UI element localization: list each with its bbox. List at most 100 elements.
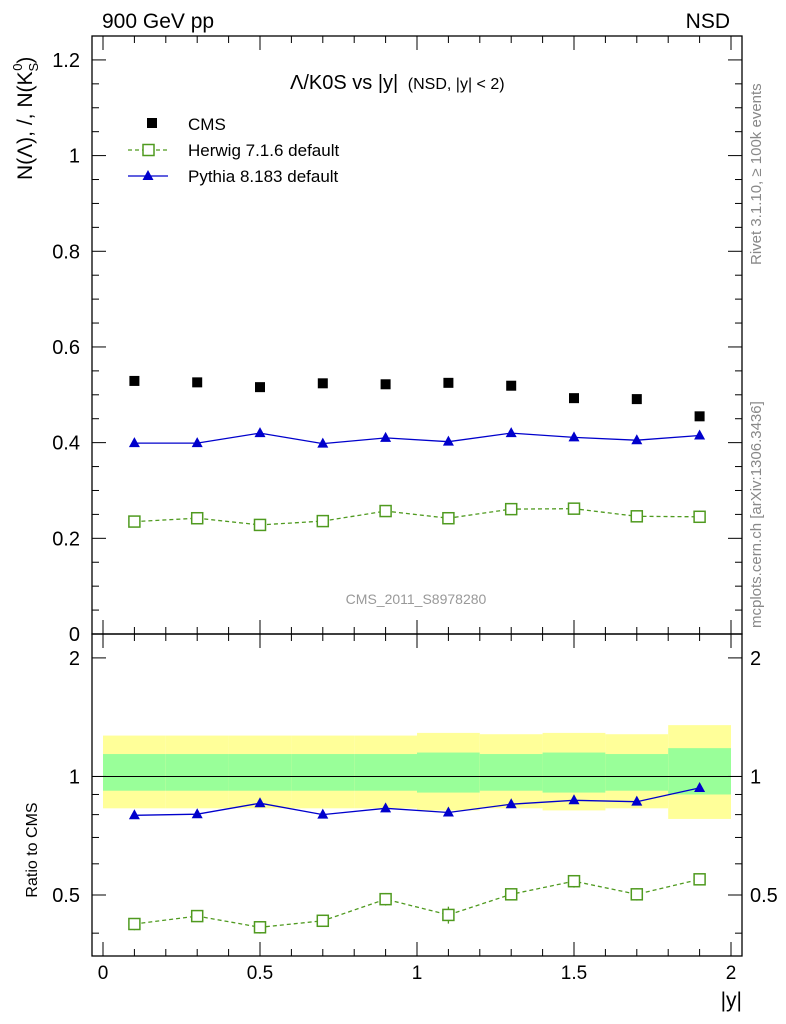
pythia-point xyxy=(694,429,706,440)
ratio-band-stat xyxy=(165,754,229,791)
ratio-band-stat xyxy=(228,754,292,791)
x-tick-label: 2 xyxy=(726,963,737,984)
pythia-ratio-point xyxy=(380,802,392,813)
pythia-ratio-point xyxy=(442,806,454,817)
y-tick-label: 0.2 xyxy=(52,528,80,550)
y-tick-label: 0.4 xyxy=(52,433,80,455)
legend-pythia-marker xyxy=(142,170,154,180)
herwig-line xyxy=(134,508,700,526)
mcplots-label: mcplots.cern.ch [arXiv:1306.3436] xyxy=(748,401,765,628)
herwig-point xyxy=(190,511,204,525)
pythia-ratio-point xyxy=(317,808,329,819)
x-tick-label: 0 xyxy=(98,963,109,984)
main-y-label-sub: S xyxy=(26,62,41,71)
main-y-label-close: ) xyxy=(14,57,37,64)
cms-point xyxy=(129,375,140,386)
pythia-point xyxy=(128,437,140,448)
herwig-ratio-point xyxy=(379,892,392,906)
pythia-ratio-point xyxy=(568,794,580,805)
pythia-ratio-point xyxy=(191,808,203,819)
chart-title: Λ/K0S vs |y| (NSD, |y| < 2) xyxy=(290,72,505,94)
ratio-band-stat xyxy=(103,754,166,791)
herwig-point xyxy=(253,518,267,532)
main-panel: 0 0.2 0.4 0.6 0.8 1 1.2 xyxy=(52,35,743,646)
main-y-label: N(Λ), /, N(KS0) xyxy=(10,57,41,180)
cms-point xyxy=(443,377,454,388)
analysis-watermark: CMS_2011_S8978280 xyxy=(346,591,487,607)
legend-herwig-marker xyxy=(142,143,155,157)
x-tick-label: 1 xyxy=(412,963,423,984)
pythia-point xyxy=(191,437,203,448)
pythia-point xyxy=(631,434,643,445)
main-y-label-sup: 0 xyxy=(10,64,25,71)
ratio-y-tick-label-right: 1 xyxy=(750,766,761,788)
pythia-ratio-line xyxy=(134,787,700,816)
ratio-y-tick-label-right: 0.5 xyxy=(750,885,778,907)
herwig-point xyxy=(693,510,706,524)
x-tick-label: 1.5 xyxy=(561,963,587,984)
chart-title-sub: (NSD, |y| < 2) xyxy=(408,76,505,93)
cms-point xyxy=(631,394,642,405)
cms-point xyxy=(255,382,265,393)
pythia-ratio-point xyxy=(694,781,706,792)
y-tick-label: 0 xyxy=(69,624,80,646)
herwig-ratio-point xyxy=(567,874,581,888)
cms-point xyxy=(317,378,328,389)
herwig-ratio-point xyxy=(190,909,204,923)
cms-point xyxy=(192,377,203,388)
ratio-band-stat xyxy=(354,754,417,791)
herwig-point xyxy=(630,510,644,523)
herwig-ratio-point xyxy=(630,888,644,901)
legend-cms-label: CMS xyxy=(188,115,226,134)
main-y-label-text: N(Λ), /, N(K xyxy=(14,71,37,180)
cms-point xyxy=(380,379,391,390)
herwig-point xyxy=(504,502,518,516)
x-tick-label: 0.5 xyxy=(247,963,273,984)
herwig-point xyxy=(128,515,141,528)
pythia-point xyxy=(505,427,517,438)
legend-herwig-label: Herwig 7.1.6 default xyxy=(188,141,339,160)
process-label: NSD xyxy=(686,10,730,33)
x-axis-label: |y| xyxy=(721,989,742,1012)
herwig-ratio-point xyxy=(693,873,706,886)
pythia-ratio-point xyxy=(631,795,643,806)
herwig-point xyxy=(379,504,392,518)
cms-point xyxy=(694,411,705,422)
legend: CMS Herwig 7.1.6 default Pythia 8.183 de… xyxy=(128,115,339,186)
ratio-band-stat xyxy=(542,752,606,793)
pythia-point xyxy=(254,427,266,438)
ratio-y-label: Ratio to CMS xyxy=(24,802,41,897)
ratio-band-stat xyxy=(479,754,543,791)
legend-cms-marker xyxy=(147,118,157,128)
y-tick-label: 1 xyxy=(69,146,80,168)
ratio-y-tick-label-right: 2 xyxy=(750,648,761,670)
pythia-line xyxy=(134,432,700,445)
y-tick-label: 1.2 xyxy=(52,50,80,72)
ratio-y-tick-label-left: 1 xyxy=(69,766,80,788)
herwig-ratio-point xyxy=(316,914,330,928)
ratio-panel: 0 0.5 1 1.5 2 0.5 0.5 1 1 2 2 xyxy=(52,633,778,984)
herwig-ratio-point xyxy=(442,908,455,922)
chart-title-main: Λ/K0S vs |y| xyxy=(290,72,398,94)
herwig-ratio-point xyxy=(504,888,518,901)
pythia-point xyxy=(317,437,329,448)
ratio-y-tick-label-left: 2 xyxy=(69,648,80,670)
ratio-band-stat xyxy=(291,754,355,791)
cms-point xyxy=(506,380,517,391)
y-tick-label: 0.6 xyxy=(52,337,80,359)
pythia-ratio-point xyxy=(254,797,266,808)
legend-pythia-label: Pythia 8.183 default xyxy=(188,167,339,186)
herwig-point xyxy=(442,511,455,525)
rivet-label: Rivet 3.1.10, ≥ 100k events xyxy=(748,83,765,265)
pythia-ratio-point xyxy=(128,809,140,820)
pythia-point xyxy=(442,435,454,446)
energy-label: 900 GeV pp xyxy=(102,10,214,33)
herwig-point xyxy=(316,514,330,528)
ratio-band-stat xyxy=(605,754,669,791)
ratio-band-stat xyxy=(417,752,480,793)
y-tick-label: 0.8 xyxy=(52,241,80,263)
herwig-ratio-point xyxy=(128,917,141,931)
herwig-point xyxy=(567,502,581,515)
cms-point xyxy=(569,393,579,404)
